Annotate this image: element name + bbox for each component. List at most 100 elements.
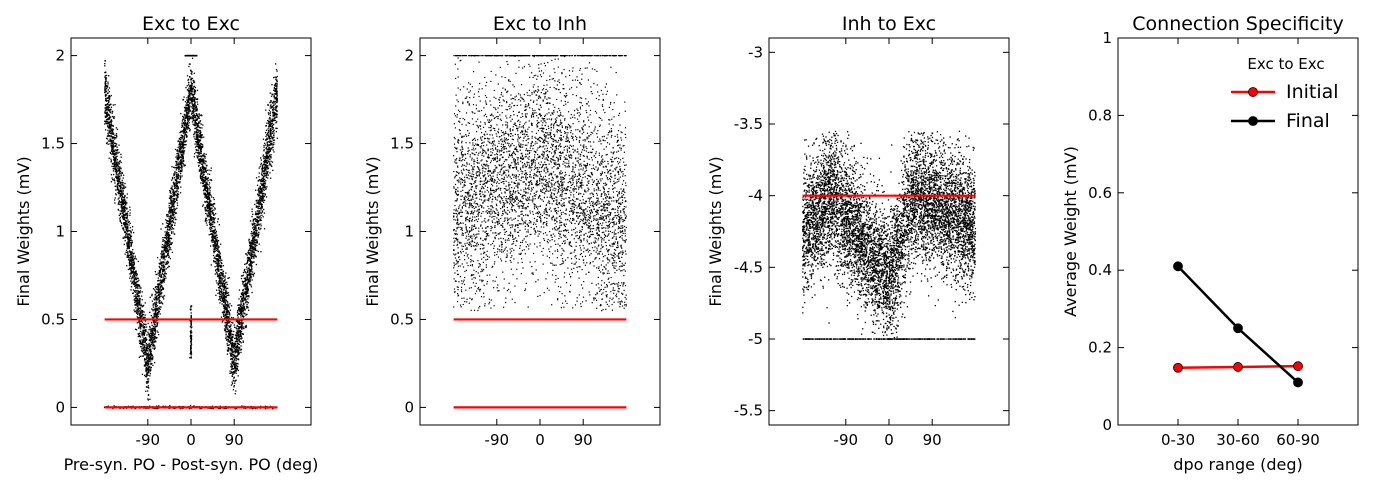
scatter-point	[218, 270, 220, 272]
scatter-point	[110, 103, 112, 106]
scatter-point	[239, 304, 241, 306]
scatter-point	[196, 149, 199, 151]
scatter-point	[110, 121, 112, 123]
scatter-point	[194, 104, 196, 106]
scatter-point	[125, 212, 127, 215]
scatter-point	[140, 325, 142, 327]
scatter-point	[168, 206, 170, 209]
scatter-point	[167, 254, 169, 256]
scatter-point	[252, 220, 254, 222]
scatter-point	[141, 321, 144, 323]
scatter-point	[224, 329, 226, 332]
scatter-point	[228, 332, 231, 334]
scatter-point	[136, 300, 138, 302]
scatter-point	[173, 174, 176, 176]
scatter-point	[262, 167, 265, 169]
scatter-point	[237, 365, 239, 368]
scatter-point	[131, 264, 133, 266]
scatter-point	[126, 208, 128, 210]
scatter-point	[149, 336, 151, 339]
scatter-point	[252, 255, 254, 258]
scatter-point	[183, 141, 185, 143]
scatter-point	[141, 310, 143, 312]
scatter-point	[134, 300, 136, 302]
scatter-point	[158, 302, 161, 304]
scatter-point	[118, 175, 121, 178]
scatter-point	[220, 272, 223, 274]
scatter-point	[266, 166, 268, 168]
scatter-point	[203, 136, 205, 138]
scatter-point	[206, 193, 208, 195]
scatter-point	[104, 62, 106, 65]
scatter-point	[241, 310, 243, 312]
scatter-point	[216, 263, 219, 265]
scatter-point	[238, 328, 240, 330]
scatter-point	[154, 302, 156, 304]
scatter-point	[136, 274, 138, 277]
scatter-point	[156, 324, 158, 326]
scatter-point	[209, 207, 212, 210]
scatter-point	[174, 212, 177, 215]
scatter-point	[255, 211, 257, 213]
scatter-point	[191, 94, 194, 96]
scatter-point	[187, 105, 189, 107]
scatter-point	[261, 214, 263, 216]
scatter-point	[189, 109, 191, 111]
scatter-point	[170, 231, 173, 233]
scatter-point	[200, 169, 202, 171]
scatter-point	[106, 138, 109, 140]
scatter-point	[236, 348, 238, 350]
scatter-point	[229, 370, 231, 372]
scatter-point	[145, 375, 148, 377]
scatter-point	[236, 349, 238, 351]
scatter-point	[204, 200, 206, 203]
scatter-point	[155, 313, 157, 315]
scatter-point	[246, 282, 249, 284]
scatter-point	[125, 219, 127, 222]
scatter-point	[128, 238, 130, 240]
scatter-point	[214, 243, 216, 246]
scatter-point	[188, 108, 190, 111]
scatter-point	[272, 110, 274, 112]
scatter-point	[174, 224, 176, 226]
scatter-point	[180, 149, 182, 151]
scatter-point	[158, 284, 160, 286]
scatter-point	[189, 116, 191, 118]
scatter-point	[154, 323, 156, 326]
scatter-point	[239, 347, 241, 349]
scatter-point	[110, 141, 112, 143]
scatter-point	[252, 237, 255, 239]
scatter-point	[196, 118, 199, 120]
scatter-point	[186, 102, 188, 104]
scatter-point	[223, 280, 225, 282]
scatter-point	[168, 249, 170, 251]
scatter-point	[248, 264, 250, 266]
scatter-point	[257, 235, 260, 237]
scatter-point	[276, 127, 278, 130]
scatter-point	[270, 148, 273, 150]
scatter-point	[143, 325, 146, 328]
scatter-point	[105, 122, 107, 124]
scatter-point	[118, 151, 120, 154]
scatter-point	[135, 287, 137, 289]
scatter-point	[198, 158, 200, 161]
scatter-point	[209, 206, 211, 209]
scatter-point	[269, 150, 271, 153]
scatter-point	[206, 197, 208, 199]
scatter-point	[248, 309, 250, 311]
scatter-point	[112, 144, 114, 146]
scatter-point	[126, 229, 128, 232]
scatter-point	[243, 299, 246, 301]
scatter-point	[209, 191, 211, 194]
scatter-point	[254, 222, 256, 225]
scatter-point	[114, 142, 116, 144]
scatter-point	[122, 228, 124, 230]
scatter-point	[193, 104, 195, 106]
scatter-point	[242, 341, 244, 343]
scatter-point	[237, 333, 239, 336]
scatter-point	[120, 191, 123, 193]
scatter-point	[202, 189, 205, 192]
scatter-point	[194, 101, 196, 104]
scatter-point	[129, 222, 131, 224]
scatter-point	[265, 180, 267, 182]
